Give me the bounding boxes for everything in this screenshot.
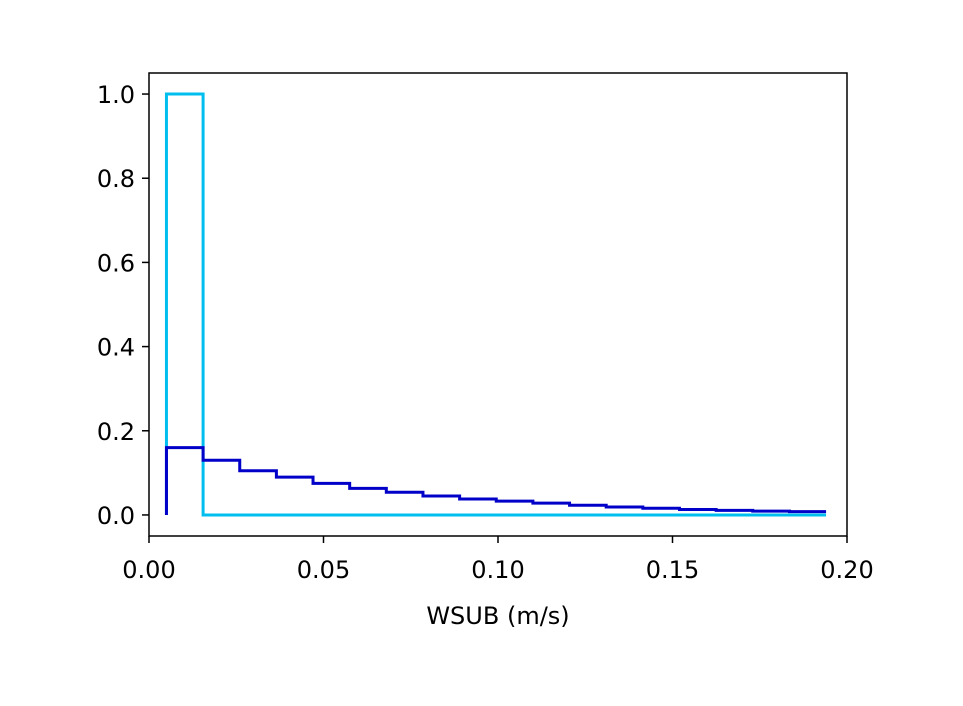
x-tick-label: 0.15 — [646, 556, 699, 584]
y-tick-label: 1.0 — [97, 81, 135, 109]
y-tick-label: 0.0 — [97, 502, 135, 530]
x-tick-label: 0.00 — [122, 556, 175, 584]
y-tick-label: 0.4 — [97, 334, 135, 362]
x-axis: 0.00 0.05 0.10 0.15 0.20 — [122, 536, 874, 584]
y-tick-label: 0.6 — [97, 249, 135, 277]
x-tick-label: 0.05 — [297, 556, 350, 584]
y-tick-label: 0.8 — [97, 165, 135, 193]
x-tick-label: 0.20 — [820, 556, 873, 584]
series-1-step-line — [164, 92, 827, 517]
y-axis: 0.0 0.2 0.4 0.6 0.8 1.0 — [97, 81, 149, 530]
y-tick-label: 0.2 — [97, 418, 135, 446]
series-2-step-line — [164, 446, 827, 515]
x-axis-label: WSUB (m/s) — [426, 602, 569, 630]
series-layer — [164, 92, 827, 517]
x-tick-label: 0.10 — [471, 556, 524, 584]
